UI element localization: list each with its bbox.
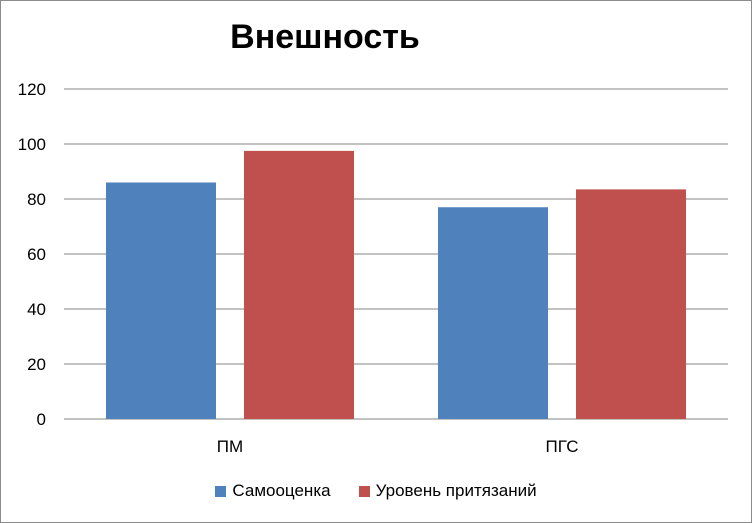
legend-item-series-1: Самооценка [215, 481, 331, 501]
legend: Самооценка Уровень притязаний [0, 481, 752, 501]
x-tick-label: ПГС [546, 437, 579, 456]
bar-ПГС-Уровень притязаний [576, 189, 686, 419]
bar-ПМ-Уровень притязаний [244, 150, 354, 419]
x-tick-label: ПМ [217, 437, 243, 456]
y-tick-label: 0 [37, 410, 46, 429]
legend-item-series-2: Уровень притязаний [358, 481, 537, 501]
legend-swatch-series-2 [358, 485, 370, 497]
y-tick-label: 20 [27, 355, 46, 374]
y-tick-label: 60 [27, 245, 46, 264]
bar-ПМ-Самооценка [106, 182, 216, 419]
bar-ПГС-Самооценка [438, 207, 548, 419]
y-tick-label: 80 [27, 190, 46, 209]
y-tick-label: 100 [18, 135, 46, 154]
chart-title: Внешность [230, 18, 420, 56]
legend-label-series-1: Самооценка [232, 481, 331, 500]
y-tick-label: 40 [27, 300, 46, 319]
y-tick-label: 120 [18, 80, 46, 99]
legend-swatch-series-1 [215, 485, 227, 497]
legend-label-series-2: Уровень притязаний [375, 481, 537, 500]
